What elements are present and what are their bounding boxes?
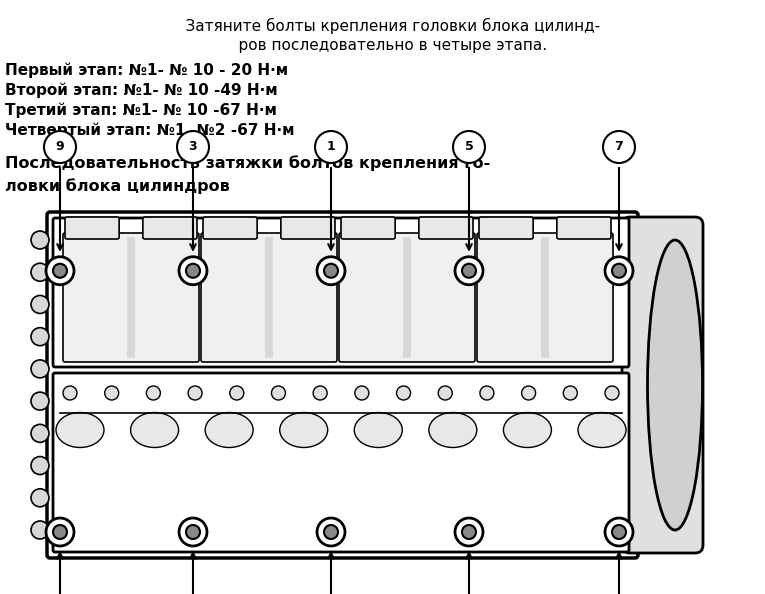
FancyBboxPatch shape xyxy=(47,212,638,558)
Ellipse shape xyxy=(503,412,552,447)
Text: 7: 7 xyxy=(614,141,623,153)
FancyBboxPatch shape xyxy=(65,217,119,239)
Circle shape xyxy=(612,525,626,539)
Circle shape xyxy=(31,231,49,249)
Circle shape xyxy=(44,131,76,163)
Text: 5: 5 xyxy=(464,141,474,153)
Ellipse shape xyxy=(280,412,327,447)
Circle shape xyxy=(188,386,202,400)
Circle shape xyxy=(455,518,483,546)
Circle shape xyxy=(179,518,207,546)
Circle shape xyxy=(31,521,49,539)
FancyBboxPatch shape xyxy=(341,217,396,239)
Ellipse shape xyxy=(429,412,477,447)
Circle shape xyxy=(272,386,285,400)
FancyBboxPatch shape xyxy=(403,237,411,358)
Text: ловки блока цилиндров: ловки блока цилиндров xyxy=(5,178,229,194)
Text: Второй этап: №1- № 10 -49 Н·м: Второй этап: №1- № 10 -49 Н·м xyxy=(5,82,278,97)
Circle shape xyxy=(146,386,161,400)
Circle shape xyxy=(453,131,485,163)
Circle shape xyxy=(230,386,244,400)
FancyBboxPatch shape xyxy=(53,373,629,552)
Circle shape xyxy=(315,131,347,163)
Circle shape xyxy=(177,131,209,163)
FancyBboxPatch shape xyxy=(557,217,611,239)
Circle shape xyxy=(480,386,494,400)
Circle shape xyxy=(563,386,578,400)
Circle shape xyxy=(605,257,633,285)
Circle shape xyxy=(31,360,49,378)
FancyBboxPatch shape xyxy=(63,233,199,362)
FancyBboxPatch shape xyxy=(622,217,703,553)
Circle shape xyxy=(31,489,49,507)
Circle shape xyxy=(317,518,345,546)
Circle shape xyxy=(31,424,49,443)
FancyBboxPatch shape xyxy=(203,217,257,239)
FancyBboxPatch shape xyxy=(477,233,613,362)
Text: ров последовательно в четыре этапа.: ров последовательно в четыре этапа. xyxy=(219,38,547,53)
Circle shape xyxy=(396,386,411,400)
Circle shape xyxy=(603,131,635,163)
FancyBboxPatch shape xyxy=(479,217,533,239)
Circle shape xyxy=(63,386,77,400)
Circle shape xyxy=(179,257,207,285)
Circle shape xyxy=(46,257,74,285)
Ellipse shape xyxy=(205,412,253,447)
Circle shape xyxy=(53,264,67,278)
Circle shape xyxy=(105,386,119,400)
Circle shape xyxy=(31,457,49,475)
Text: Третий этап: №1- № 10 -67 Н·м: Третий этап: №1- № 10 -67 Н·м xyxy=(5,102,277,118)
Circle shape xyxy=(31,263,49,281)
Text: Последовательность затяжки болтов крепления го-: Последовательность затяжки болтов крепле… xyxy=(5,155,490,170)
FancyBboxPatch shape xyxy=(127,237,135,358)
FancyBboxPatch shape xyxy=(419,217,473,239)
Text: Затяните болты крепления головки блока цилинд-: Затяните болты крепления головки блока ц… xyxy=(166,18,600,34)
FancyBboxPatch shape xyxy=(143,217,197,239)
FancyBboxPatch shape xyxy=(339,233,475,362)
FancyBboxPatch shape xyxy=(53,218,629,367)
FancyBboxPatch shape xyxy=(281,217,335,239)
Ellipse shape xyxy=(354,412,402,447)
Ellipse shape xyxy=(578,412,626,447)
Circle shape xyxy=(438,386,452,400)
Circle shape xyxy=(31,392,49,410)
Text: 3: 3 xyxy=(189,141,197,153)
Circle shape xyxy=(324,525,338,539)
Text: Первый этап: №1- № 10 - 20 Н·м: Первый этап: №1- № 10 - 20 Н·м xyxy=(5,62,288,77)
FancyBboxPatch shape xyxy=(265,237,273,358)
Circle shape xyxy=(355,386,369,400)
Circle shape xyxy=(31,328,49,346)
Circle shape xyxy=(605,386,619,400)
Circle shape xyxy=(317,257,345,285)
Circle shape xyxy=(186,264,200,278)
Circle shape xyxy=(462,525,476,539)
Circle shape xyxy=(605,518,633,546)
Circle shape xyxy=(53,525,67,539)
Text: 1: 1 xyxy=(327,141,335,153)
Circle shape xyxy=(31,295,49,314)
Ellipse shape xyxy=(131,412,178,447)
Circle shape xyxy=(46,518,74,546)
Text: Четвертый этап: №1, №2 -67 Н·м: Четвертый этап: №1, №2 -67 Н·м xyxy=(5,122,295,137)
Circle shape xyxy=(612,264,626,278)
Circle shape xyxy=(455,257,483,285)
Ellipse shape xyxy=(56,412,104,447)
Circle shape xyxy=(324,264,338,278)
Circle shape xyxy=(313,386,327,400)
FancyBboxPatch shape xyxy=(201,233,337,362)
Circle shape xyxy=(462,264,476,278)
Circle shape xyxy=(186,525,200,539)
FancyBboxPatch shape xyxy=(541,237,549,358)
Ellipse shape xyxy=(647,240,702,530)
Circle shape xyxy=(522,386,536,400)
Text: 9: 9 xyxy=(56,141,64,153)
